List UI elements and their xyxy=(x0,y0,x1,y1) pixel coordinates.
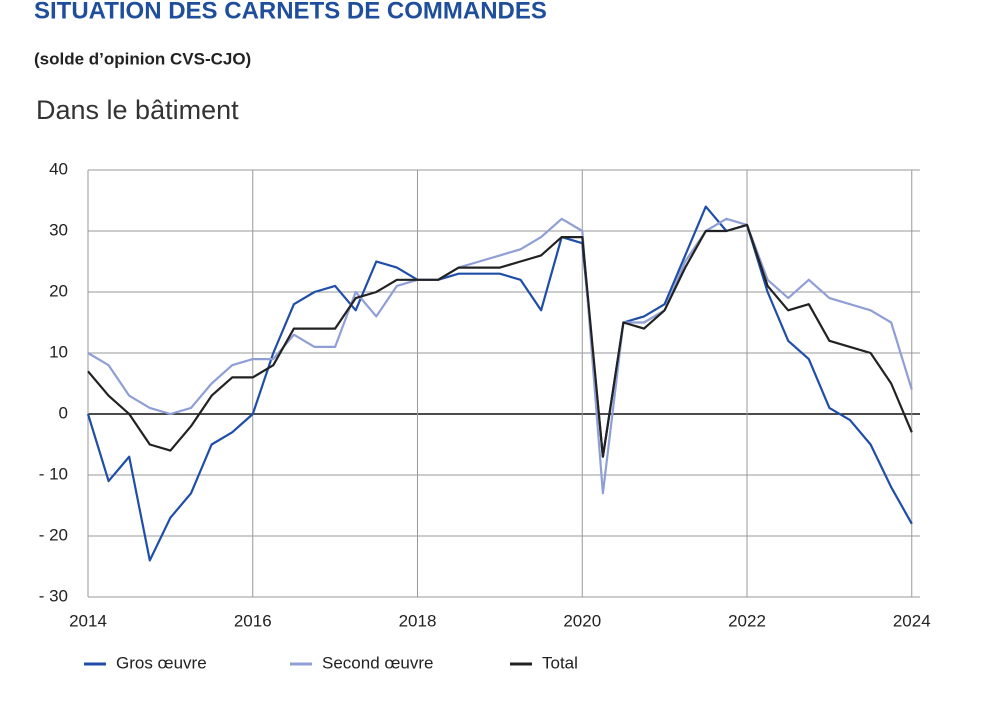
x-tick-label: 2018 xyxy=(399,611,437,630)
y-tick-label: - 10 xyxy=(39,464,68,483)
x-tick-label: 2016 xyxy=(234,611,272,630)
x-tick-label: 2014 xyxy=(69,611,107,630)
y-tick-label: 30 xyxy=(49,220,68,239)
x-tick-label: 2020 xyxy=(563,611,601,630)
y-tick-label: 0 xyxy=(59,403,68,422)
y-tick-label: 10 xyxy=(49,342,68,361)
x-tick-label: 2024 xyxy=(893,611,931,630)
series-line xyxy=(87,223,913,458)
series-line xyxy=(86,205,913,562)
legend-label: Total xyxy=(542,653,578,672)
y-tick-label: 40 xyxy=(49,159,68,178)
y-tick-label: - 20 xyxy=(39,525,68,544)
y-tick-label: 20 xyxy=(49,281,68,300)
chart-title: SITUATION DES CARNETS DE COMMANDES xyxy=(34,0,547,24)
x-tick-label: 2022 xyxy=(728,611,766,630)
chart-subtitle: (solde d’opinion CVS-CJO) xyxy=(34,49,251,68)
series-line xyxy=(87,217,913,495)
legend-label: Gros œuvre xyxy=(116,653,207,672)
legend-label: Second œuvre xyxy=(322,653,434,672)
panel-title: Dans le bâtiment xyxy=(36,95,239,125)
y-tick-label: - 30 xyxy=(39,586,68,605)
